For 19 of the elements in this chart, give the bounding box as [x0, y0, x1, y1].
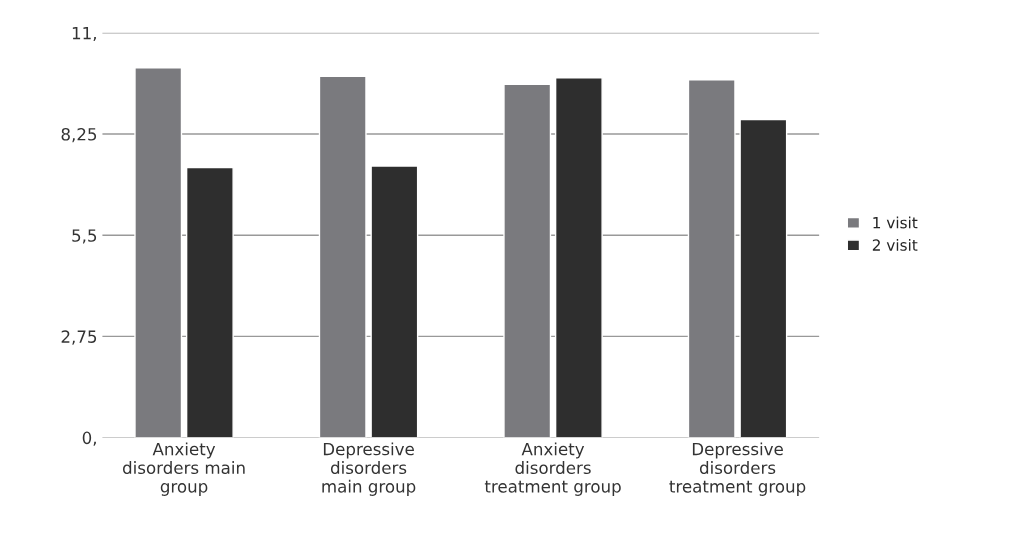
bar [687, 79, 736, 438]
x-tick-label: Depressive disorders treatment group [669, 442, 806, 496]
bar [185, 166, 234, 438]
legend-label: 2 visit [872, 239, 918, 251]
y-tick-label: 2,75 [61, 330, 97, 345]
legend-label: 1 visit [873, 216, 918, 229]
bar [503, 83, 552, 438]
y-tick-label: 8,25 [61, 127, 97, 143]
y-tick-label: 11, [72, 27, 96, 42]
y-tick-label: 0, [82, 431, 96, 446]
bar [370, 165, 419, 438]
bar [739, 118, 788, 438]
x-tick-label: Anxiety disorders treatment group [484, 442, 621, 496]
x-tick-label: Depressive disorders main group [322, 442, 416, 496]
bar [134, 67, 183, 438]
x-tick-label: Anxiety disorders main group [123, 442, 245, 496]
y-tick-label: 5,5 [72, 229, 97, 244]
bar [318, 75, 367, 438]
bar [554, 77, 603, 438]
